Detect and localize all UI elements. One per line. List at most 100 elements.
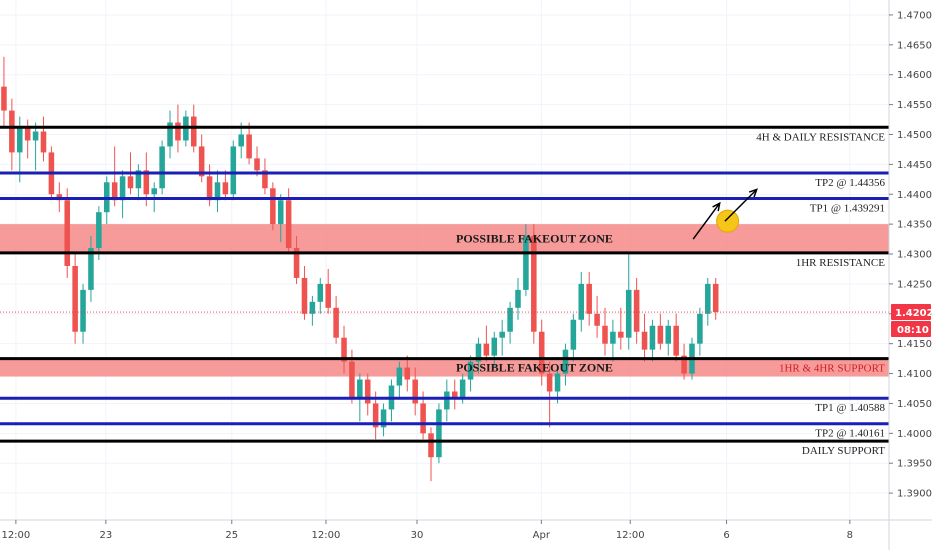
level-label: TP1 @ 1.40588 xyxy=(815,402,885,414)
candle-body xyxy=(451,391,458,398)
candle-body xyxy=(436,409,442,458)
candle-body xyxy=(697,313,703,344)
level-label: 1HR & 4HR SUPPORT xyxy=(779,363,885,375)
candle-body xyxy=(538,331,545,374)
candle-body xyxy=(618,331,624,338)
candle-body xyxy=(459,379,466,398)
candle-body xyxy=(175,122,181,141)
price-tick-label: 1.44500 xyxy=(897,160,932,171)
level-label: TP2 @ 1.40161 xyxy=(815,428,885,440)
candle-body xyxy=(499,331,505,338)
last-price-badges: 1.42029 08:10 xyxy=(891,304,932,338)
time-tick-label: 23 xyxy=(99,530,112,541)
candle-body xyxy=(594,313,600,326)
price-tick-label: 1.47000 xyxy=(897,10,932,21)
fakeout-zone xyxy=(0,358,889,377)
candle-body xyxy=(602,325,608,344)
candle-body xyxy=(657,325,664,344)
time-axis[interactable]: 12:00 23 25 12:00 30 Apr 12:00 6 8 xyxy=(0,519,932,541)
price-tick-label: 1.40000 xyxy=(897,429,932,440)
time-tick-label: 30 xyxy=(411,530,424,541)
arrow-head xyxy=(712,201,721,212)
candle-body xyxy=(673,325,679,356)
time-tick-label: 12:00 xyxy=(312,530,341,541)
price-tick-label: 1.39500 xyxy=(897,459,932,470)
candle-body xyxy=(325,283,331,308)
price-tick-label: 1.44000 xyxy=(897,190,932,201)
zone-labels: POSSIBLE FAKEOUT ZONE POSSIBLE FAKEOUT ZO… xyxy=(456,231,613,374)
level-label: 1HR RESISTANCE xyxy=(796,257,886,269)
price-tick-label: 1.42500 xyxy=(897,279,932,290)
candle-body xyxy=(254,158,260,171)
time-tick-label: 12:00 xyxy=(616,530,645,541)
level-label: 4H & DAILY RESISTANCE xyxy=(756,131,885,143)
candle-body xyxy=(364,379,371,404)
candle-body xyxy=(554,373,561,392)
candle-body xyxy=(444,391,450,410)
candle-body xyxy=(32,131,39,141)
candle-body xyxy=(72,265,78,332)
time-tick-label: 8 xyxy=(847,530,853,541)
candle-body xyxy=(40,131,47,153)
time-tick-label: 6 xyxy=(723,530,729,541)
candle-body xyxy=(96,212,102,249)
candle-body xyxy=(151,188,157,195)
candle-body xyxy=(285,200,292,249)
candle-body xyxy=(467,361,474,380)
price-tick-label: 1.45000 xyxy=(897,130,932,141)
candle-body xyxy=(214,182,221,201)
candle-body xyxy=(293,248,300,278)
candle-body xyxy=(665,325,672,344)
candle-body xyxy=(230,146,237,195)
candle-body xyxy=(380,409,387,428)
candle-body xyxy=(523,236,529,290)
price-tick-label: 1.41000 xyxy=(897,369,932,380)
price-tick-label: 1.46500 xyxy=(897,40,932,51)
candle-body xyxy=(333,307,339,338)
candle-body xyxy=(222,182,229,195)
candle-body xyxy=(167,122,173,147)
candle-body xyxy=(610,331,616,344)
candle-body xyxy=(404,367,411,380)
time-tick-label: 25 xyxy=(225,530,238,541)
arrow-line xyxy=(724,188,758,222)
candle-body xyxy=(111,182,118,201)
candle-body xyxy=(412,379,418,404)
candle-body xyxy=(17,128,23,153)
candle-body xyxy=(357,379,363,398)
fakeout-zone-label: POSSIBLE FAKEOUT ZONE xyxy=(456,231,613,245)
candle-body xyxy=(159,146,165,189)
candle-body xyxy=(712,283,719,312)
levels: 4H & DAILY RESISTANCE TP2 @ 1.44356 TP1 @ … xyxy=(0,125,889,457)
arrow-head xyxy=(748,188,758,198)
candle-body xyxy=(270,188,276,225)
candle-body xyxy=(143,170,150,195)
price-tick-label: 1.43500 xyxy=(897,220,932,231)
candle-body xyxy=(475,343,482,362)
candle-body xyxy=(277,200,284,225)
candle-body xyxy=(80,289,86,332)
price-tick-label: 1.46000 xyxy=(897,70,932,81)
candle-body xyxy=(9,110,15,153)
candle-body xyxy=(349,361,355,398)
candle-body xyxy=(570,319,577,350)
candle-body xyxy=(127,176,134,189)
candle-body xyxy=(262,170,268,189)
candle-body xyxy=(24,128,31,141)
candle-body xyxy=(641,331,648,350)
price-tick-label: 1.39000 xyxy=(897,489,932,500)
candle-body xyxy=(681,355,687,374)
target-circle xyxy=(716,209,740,233)
arrow-line xyxy=(692,202,721,240)
candle-body xyxy=(64,200,70,266)
markers xyxy=(692,188,758,240)
candle-body xyxy=(507,307,513,332)
candle-body xyxy=(1,86,7,111)
level-label: TP1 @ 1.439291 xyxy=(810,202,885,214)
countdown-badge xyxy=(891,321,931,338)
candle-body xyxy=(119,176,126,201)
candle-body xyxy=(546,373,553,392)
candle-body xyxy=(396,367,403,386)
